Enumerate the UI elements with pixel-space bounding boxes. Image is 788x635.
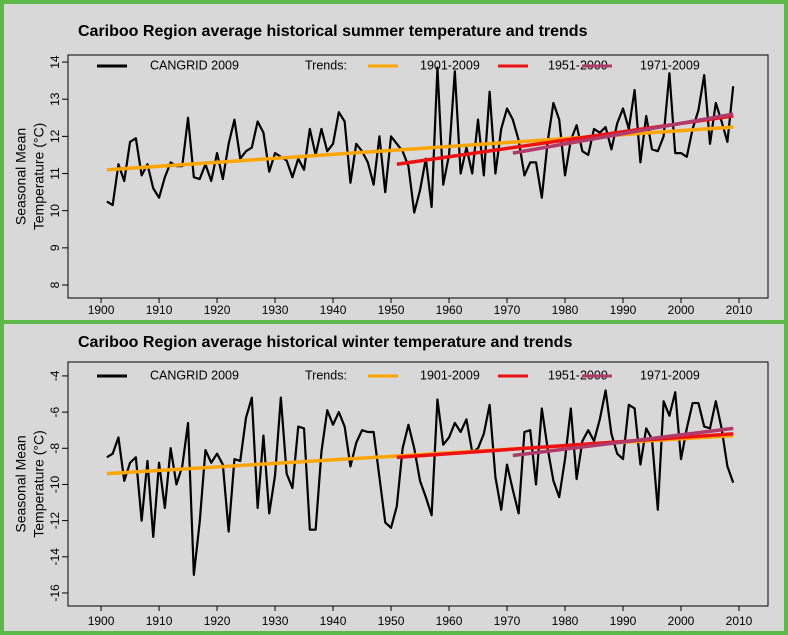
y-tick-label: -6: [48, 406, 62, 417]
x-tick-label: 1920: [204, 614, 231, 628]
x-tick-label: 1980: [552, 614, 579, 628]
x-tick-label: 1970: [494, 614, 521, 628]
y-tick-label: 11: [48, 167, 62, 180]
legend-label: 1971-2009: [640, 58, 700, 72]
legend-title: Trends:: [305, 58, 347, 72]
legend-label: 1971-2009: [640, 368, 700, 382]
y-tick-label: 10: [48, 204, 62, 218]
x-tick-label: 1970: [494, 303, 521, 317]
y-axis-label: Seasonal Mean: [13, 128, 29, 225]
y-tick-label: -8: [48, 443, 62, 454]
chart-title: Cariboo Region average historical summer…: [78, 23, 588, 40]
x-tick-label: 1950: [378, 303, 405, 317]
trend-line: [512, 112, 734, 155]
x-tick-label: 1990: [610, 303, 637, 317]
data-line: [106, 66, 735, 214]
y-axis-label: Temperature (°C): [31, 430, 47, 538]
chart-title: Cariboo Region average historical winter…: [78, 334, 572, 351]
legend-label: CANGRID 2009: [150, 58, 239, 72]
y-axis-label: Temperature (°C): [31, 123, 47, 231]
x-tick-label: 1980: [552, 303, 579, 317]
legend-label: 1951-2009: [548, 368, 608, 382]
y-tick-label: 9: [48, 244, 62, 251]
plot-frame: [67, 54, 769, 299]
y-axis-label: Seasonal Mean: [13, 435, 29, 532]
x-tick-label: 1910: [146, 614, 173, 628]
x-tick-label: 1900: [88, 614, 115, 628]
x-tick-label: 1900: [88, 303, 115, 317]
x-tick-label: 1940: [320, 614, 347, 628]
x-tick-label: 1940: [320, 303, 347, 317]
legend-label: 1901-2009: [420, 368, 480, 382]
x-tick-label: 1930: [262, 303, 289, 317]
legend-label: CANGRID 2009: [150, 368, 239, 382]
y-tick-label: 13: [48, 92, 62, 106]
y-tick-label: 14: [48, 55, 62, 69]
y-tick-label: 12: [48, 129, 62, 143]
x-tick-label: 2010: [726, 614, 753, 628]
x-tick-label: 2000: [668, 614, 695, 628]
y-tick-label: 8: [48, 281, 62, 288]
y-tick-label: -10: [48, 475, 62, 493]
x-tick-label: 1910: [146, 303, 173, 317]
data-line: [106, 389, 735, 576]
x-tick-label: 1990: [610, 614, 637, 628]
x-tick-label: 1930: [262, 614, 289, 628]
y-tick-label: -12: [48, 512, 62, 530]
legend-label: 1901-2009: [420, 58, 480, 72]
x-tick-label: 2000: [668, 303, 695, 317]
y-tick-label: -16: [48, 584, 62, 602]
legend-label: 1951-2009: [548, 58, 608, 72]
y-tick-label: -14: [48, 548, 62, 566]
y-tick-label: -4: [48, 370, 62, 381]
x-tick-label: 1960: [436, 303, 463, 317]
x-tick-label: 1920: [204, 303, 231, 317]
trend-line: [396, 432, 734, 460]
trend-line: [512, 426, 734, 458]
x-tick-label: 1960: [436, 614, 463, 628]
x-tick-label: 1950: [378, 614, 405, 628]
x-tick-label: 2010: [726, 303, 753, 317]
legend-title: Trends:: [305, 368, 347, 382]
